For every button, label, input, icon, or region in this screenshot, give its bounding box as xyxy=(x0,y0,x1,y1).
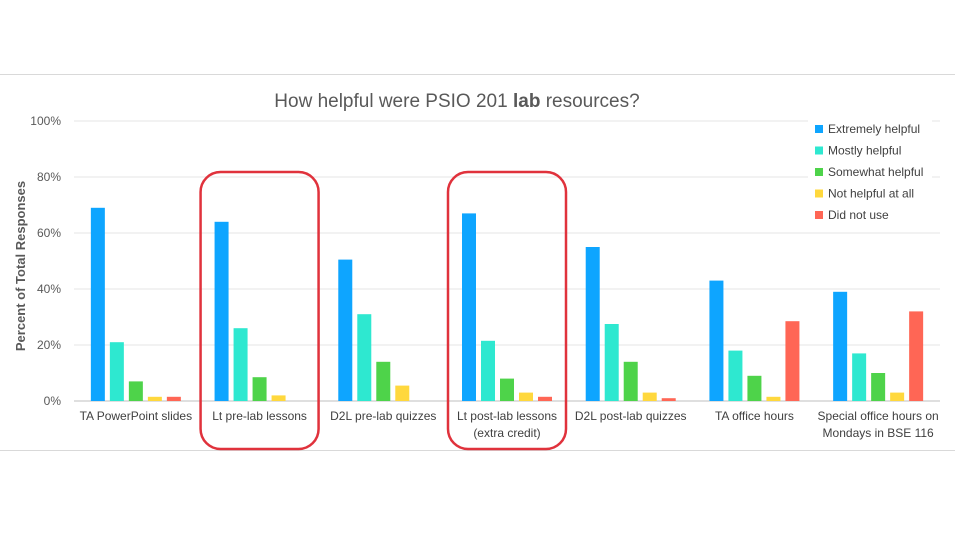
bars xyxy=(90,207,924,401)
bar xyxy=(604,324,619,401)
legend-label: Not helpful at all xyxy=(828,187,914,201)
bar xyxy=(890,392,905,401)
legend-swatch xyxy=(815,211,823,219)
top-divider xyxy=(0,74,955,75)
legend-swatch xyxy=(815,189,823,198)
bar xyxy=(376,361,391,401)
bar xyxy=(728,350,743,401)
bar xyxy=(785,321,800,401)
x-tick-label: D2L post-lab quizzes xyxy=(575,409,687,423)
legend-background xyxy=(808,117,932,231)
highlight-box xyxy=(199,170,320,451)
bottom-divider xyxy=(0,450,955,451)
bar xyxy=(642,392,657,401)
bar xyxy=(747,375,762,401)
highlight-boxes xyxy=(199,170,568,451)
bar xyxy=(338,259,353,401)
bar xyxy=(585,247,600,401)
y-axis-label: Percent of Total Responses xyxy=(13,181,28,351)
x-tick-label: Mondays in BSE 116 xyxy=(823,426,935,440)
bar xyxy=(661,398,676,401)
bar xyxy=(109,342,124,401)
bar xyxy=(252,377,267,401)
bar xyxy=(128,381,143,401)
legend-label: Mostly helpful xyxy=(828,144,901,158)
bar xyxy=(271,395,286,401)
y-tick-label: 100% xyxy=(30,114,61,128)
y-tick-label: 60% xyxy=(37,226,61,240)
y-tick-label: 20% xyxy=(37,338,61,352)
legend-label: Extremely helpful xyxy=(828,122,920,136)
y-axis-ticks: 0% 20% 40% 60% 80% 100% xyxy=(30,114,61,408)
bar xyxy=(500,378,514,401)
bar xyxy=(852,353,867,401)
y-tick-label: 80% xyxy=(37,170,61,184)
bar xyxy=(538,396,552,401)
bar xyxy=(233,328,248,401)
bar xyxy=(462,213,476,401)
x-tick-label: D2L pre-lab quizzes xyxy=(330,409,436,423)
legend-label: Somewhat helpful xyxy=(828,165,923,179)
bar xyxy=(357,314,372,401)
legend-swatch xyxy=(815,125,823,133)
bar xyxy=(909,311,924,401)
bar xyxy=(90,207,105,401)
x-tick-label: TA office hours xyxy=(715,409,794,423)
bar xyxy=(166,396,181,401)
bar xyxy=(395,385,410,401)
x-tick-label: Lt pre-lab lessons xyxy=(212,409,307,423)
legend-swatch xyxy=(815,146,823,155)
y-tick-label: 40% xyxy=(37,282,61,296)
legend-swatch xyxy=(815,168,823,176)
bar xyxy=(709,280,724,401)
bar xyxy=(147,396,162,401)
y-tick-label: 0% xyxy=(44,394,62,408)
x-tick-label: Special office hours on xyxy=(818,409,939,423)
x-tick-label: (extra credit) xyxy=(473,426,540,440)
highlight-box xyxy=(446,170,568,451)
bar xyxy=(519,392,533,401)
x-axis-labels: TA PowerPoint slides Lt pre-lab lessons D2… xyxy=(80,409,939,440)
legend: Extremely helpful Mostly helpful Somewhat … xyxy=(808,117,932,231)
bar xyxy=(766,396,781,401)
bar xyxy=(214,221,229,401)
bar xyxy=(871,373,886,401)
x-tick-label: Lt post-lab lessons xyxy=(457,409,557,423)
bar xyxy=(833,291,848,401)
legend-label: Did not use xyxy=(828,208,889,222)
chart-title: How helpful were PSIO 201 lab resources? xyxy=(274,91,639,112)
bar xyxy=(481,340,495,401)
x-tick-label: TA PowerPoint slides xyxy=(80,409,193,423)
bar xyxy=(623,361,638,401)
